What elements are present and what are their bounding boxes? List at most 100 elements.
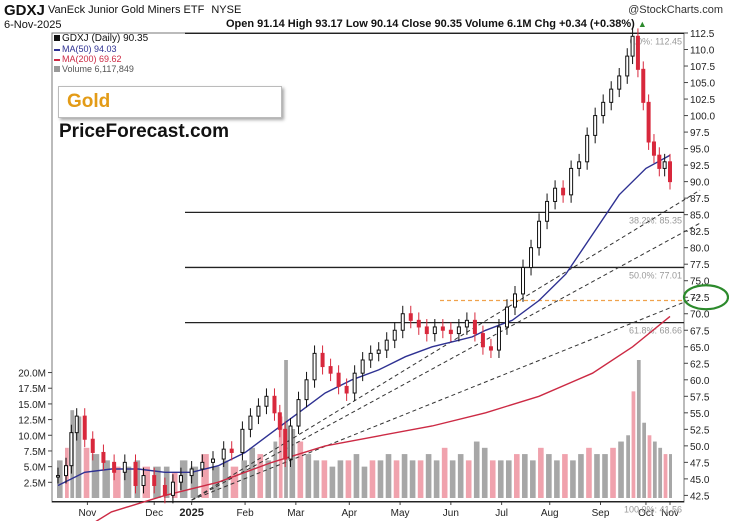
volume-bar — [153, 466, 161, 498]
candle-body — [464, 319, 469, 328]
candle-body — [74, 415, 79, 434]
volume-bar — [636, 360, 641, 498]
candle-body — [488, 346, 493, 351]
volume-bar — [337, 460, 344, 498]
candle-body — [537, 220, 542, 249]
volume-bar — [345, 460, 352, 498]
fund-name: VanEck Junior Gold Miners ETF NYSE — [48, 4, 241, 16]
highlight-circle — [682, 284, 729, 311]
price-tick-label: 107.5 — [690, 62, 715, 73]
x-axis-label: May — [391, 508, 410, 519]
candle-body — [336, 372, 341, 387]
volume-bar — [230, 466, 239, 498]
x-axis-label: Sep — [592, 508, 610, 519]
candle-body — [424, 326, 429, 335]
candle-body — [122, 461, 127, 473]
volume-bar — [361, 466, 368, 498]
candle-body — [456, 326, 461, 335]
fib-label: 50.0%: 77.01 — [629, 270, 682, 280]
candle-body — [472, 319, 477, 335]
candle-body — [448, 329, 453, 335]
volume-bar — [249, 447, 256, 498]
volume-tick-label: 2.5M — [24, 478, 46, 489]
x-axis-label: Jun — [443, 508, 459, 519]
ma50-swatch-icon — [54, 48, 60, 51]
volume-bar — [652, 441, 657, 498]
volume-tick-label: 17.5M — [18, 384, 46, 395]
price-tick-label: 47.5 — [690, 458, 710, 469]
volume-bar — [393, 460, 400, 498]
candle-body — [609, 88, 614, 103]
price-tick-label: 110.0 — [690, 46, 715, 57]
fib-label: 38.2%: 85.35 — [629, 215, 682, 225]
price-tick-label: 70.0 — [690, 310, 710, 321]
x-axis-label: Nov — [661, 508, 679, 519]
volume-bar — [570, 460, 576, 498]
candle-body — [496, 326, 501, 351]
candle-body — [601, 101, 606, 117]
x-axis-label: Dec — [145, 508, 163, 519]
candle-body — [272, 395, 277, 414]
price-tick-label: 85.0 — [690, 211, 710, 222]
candle-body — [178, 475, 183, 483]
legend-ma200-text: MA(200) 69.62 — [62, 54, 122, 64]
ohlc-text: Open 91.14 High 93.17 Low 90.14 Close 90… — [226, 18, 635, 30]
volume-bar — [562, 454, 568, 498]
candle-body — [480, 333, 485, 348]
candle-body — [90, 438, 95, 453]
candle-body — [625, 55, 630, 77]
volume-bar — [289, 429, 296, 498]
trend-line — [191, 222, 701, 501]
volume-bar — [329, 466, 336, 498]
candle-body — [352, 372, 357, 394]
volume-swatch-icon — [54, 66, 60, 72]
volume-tick-label: 15.0M — [18, 400, 46, 411]
volume-bar — [513, 454, 520, 498]
chart-date: 6-Nov-2025 — [4, 19, 62, 31]
candle-body — [376, 349, 381, 354]
ticker: GDXJ — [4, 2, 45, 19]
volume-bar — [313, 460, 320, 498]
price-tick-label: 62.5 — [690, 359, 710, 370]
volume-bar — [123, 466, 132, 498]
volume-bar — [505, 460, 512, 498]
candle-body — [101, 451, 106, 463]
candle-body — [320, 352, 325, 368]
legend-ma200: MA(200) 69.62 — [54, 54, 148, 64]
price-tick-label: 95.0 — [690, 145, 710, 156]
price-tick-label: 90.0 — [690, 178, 710, 189]
volume-bar — [631, 391, 636, 498]
candle-body — [189, 468, 194, 477]
candle-body — [512, 293, 517, 308]
volume-bar — [546, 454, 552, 498]
candle-body — [646, 101, 651, 143]
fib-label: 61.8%: 68.66 — [629, 326, 682, 336]
volume-bar — [57, 460, 63, 498]
volume-bar — [489, 460, 496, 498]
volume-bar — [658, 447, 663, 498]
candle-body — [635, 35, 640, 70]
candle-body — [504, 306, 509, 328]
price-tick-label: 60.0 — [690, 376, 710, 387]
volume-bar — [83, 447, 90, 498]
x-axis-label: Feb — [236, 508, 254, 519]
price-tick-label: 72.5 — [690, 293, 710, 304]
volume-bar — [441, 447, 448, 498]
price-swatch-icon — [54, 35, 60, 41]
volume-bar — [297, 441, 304, 498]
volume-bar — [473, 441, 480, 498]
candle-body — [56, 475, 60, 478]
volume-bar — [522, 454, 528, 498]
volume-bar — [163, 466, 170, 498]
volume-bar — [554, 460, 560, 498]
trend-line — [191, 189, 701, 501]
volume-bar — [305, 454, 312, 498]
candle-body — [82, 415, 87, 440]
price-tick-label: 75.0 — [690, 277, 710, 288]
candle-body — [283, 428, 288, 460]
legend-volume: Volume 6,117,849 — [54, 64, 148, 74]
candle-body — [392, 329, 397, 341]
volume-bar — [626, 435, 630, 498]
price-tick-label: 67.5 — [690, 326, 710, 337]
